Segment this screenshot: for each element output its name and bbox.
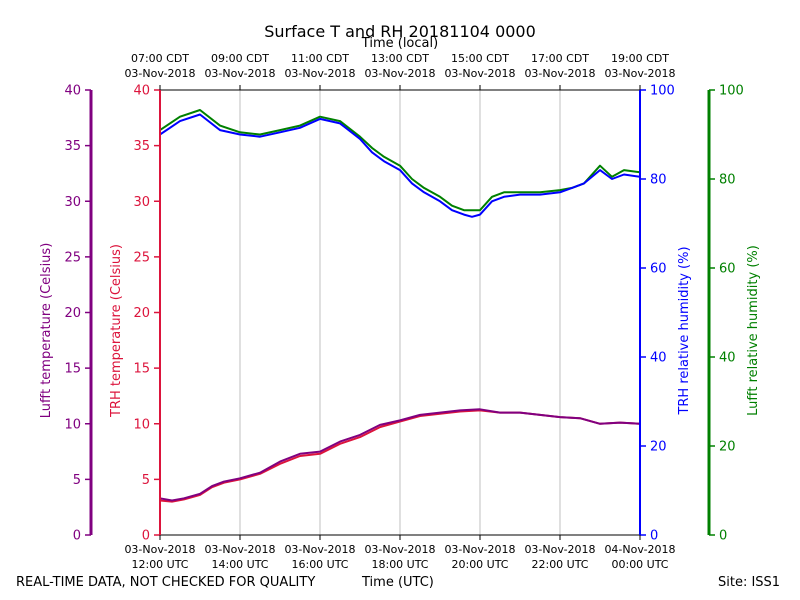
- ticks-layer: 0 5 10 15 20 25 30 35 40 Lufft temperature (Celsi…: [39, 52, 761, 571]
- y-tick-label: 25: [64, 250, 81, 265]
- top-tick-label-date: 03-Nov-2018: [204, 67, 275, 80]
- y-tick-label: 80: [650, 173, 667, 188]
- x-tick-label-date: 03-Nov-2018: [204, 543, 275, 556]
- y-tick-label: 0: [73, 529, 81, 544]
- y-tick-label: 40: [719, 351, 736, 366]
- y-tick-label: 100: [719, 84, 744, 99]
- y-tick-label: 0: [650, 529, 658, 544]
- top-tick-label-time: 19:00 CDT: [611, 52, 669, 65]
- top-tick-label-date: 03-Nov-2018: [364, 67, 435, 80]
- y-tick-label: 0: [719, 529, 727, 544]
- x-tick-label-date: 03-Nov-2018: [124, 543, 195, 556]
- top-tick-label-time: 17:00 CDT: [531, 52, 589, 65]
- y-tick-label: 40: [64, 84, 81, 99]
- top-tick-label-time: 11:00 CDT: [291, 52, 349, 65]
- grid-layer: [239, 90, 561, 535]
- y-tick-label: 0: [142, 529, 150, 544]
- x-tick-label-time: 14:00 UTC: [211, 558, 268, 571]
- x-tick-label-date: 03-Nov-2018: [524, 543, 595, 556]
- y-tick-label: 40: [133, 84, 150, 99]
- trh-rh-axis-label: TRH relative humidity (%): [677, 246, 692, 415]
- y-tick-label: 80: [719, 173, 736, 188]
- y-tick-label: 20: [133, 306, 150, 321]
- x-tick-label-date: 03-Nov-2018: [284, 543, 355, 556]
- top-axis-title: Time (local): [361, 36, 438, 51]
- top-tick-label-time: 09:00 CDT: [211, 52, 269, 65]
- x-tick-label-date: 04-Nov-2018: [604, 543, 675, 556]
- y-tick-label: 30: [133, 195, 150, 210]
- series-layer: [159, 109, 641, 503]
- lufft-temp-axis-label: Lufft temperature (Celsius): [39, 243, 54, 419]
- y-tick-label: 100: [650, 84, 675, 99]
- y-tick-label: 40: [650, 351, 667, 366]
- top-tick-label-time: 15:00 CDT: [451, 52, 509, 65]
- top-tick-label-date: 03-Nov-2018: [524, 67, 595, 80]
- y-tick-label: 20: [719, 440, 736, 455]
- y-tick-label: 20: [650, 440, 667, 455]
- x-tick-label-time: 00:00 UTC: [611, 558, 668, 571]
- top-tick-label-time: 13:00 CDT: [371, 52, 429, 65]
- top-tick-label-date: 03-Nov-2018: [284, 67, 355, 80]
- x-tick-label-date: 03-Nov-2018: [444, 543, 515, 556]
- trh-temp-axis-label: TRH temperature (Celsius): [109, 244, 124, 418]
- x-tick-label-time: 18:00 UTC: [371, 558, 428, 571]
- y-tick-label: 60: [719, 262, 736, 277]
- y-tick-label: 60: [650, 262, 667, 277]
- x-tick-label-time: 20:00 UTC: [451, 558, 508, 571]
- y-tick-label: 20: [64, 306, 81, 321]
- top-tick-label-time: 07:00 CDT: [131, 52, 189, 65]
- y-tick-label: 10: [64, 417, 81, 432]
- bottom-axis-title: Time (UTC): [362, 575, 434, 590]
- chart-title: Surface T and RH 20181104 0000: [264, 22, 536, 41]
- top-tick-label-date: 03-Nov-2018: [604, 67, 675, 80]
- y-tick-label: 5: [142, 473, 150, 488]
- y-tick-label: 15: [133, 362, 150, 377]
- x-tick-label-time: 12:00 UTC: [131, 558, 188, 571]
- y-tick-label: 5: [73, 473, 81, 488]
- top-tick-label-date: 03-Nov-2018: [124, 67, 195, 80]
- y-tick-label: 35: [133, 139, 150, 154]
- series-line-lufft-temperature: [159, 408, 641, 502]
- y-tick-label: 15: [64, 362, 81, 377]
- x-tick-label-time: 22:00 UTC: [531, 558, 588, 571]
- y-tick-label: 30: [64, 195, 81, 210]
- y-tick-label: 10: [133, 417, 150, 432]
- y-tick-label: 35: [64, 139, 81, 154]
- x-tick-label-time: 16:00 UTC: [291, 558, 348, 571]
- top-tick-label-date: 03-Nov-2018: [444, 67, 515, 80]
- site-label: Site: ISS1: [718, 575, 781, 590]
- lufft-rh-axis-label: Lufft relative humidity (%): [746, 245, 761, 416]
- quality-note: REAL-TIME DATA, NOT CHECKED FOR QUALITY: [16, 575, 316, 590]
- series-line-trh-relative-humidity: [159, 113, 641, 218]
- y-tick-label: 25: [133, 250, 150, 265]
- x-tick-label-date: 03-Nov-2018: [364, 543, 435, 556]
